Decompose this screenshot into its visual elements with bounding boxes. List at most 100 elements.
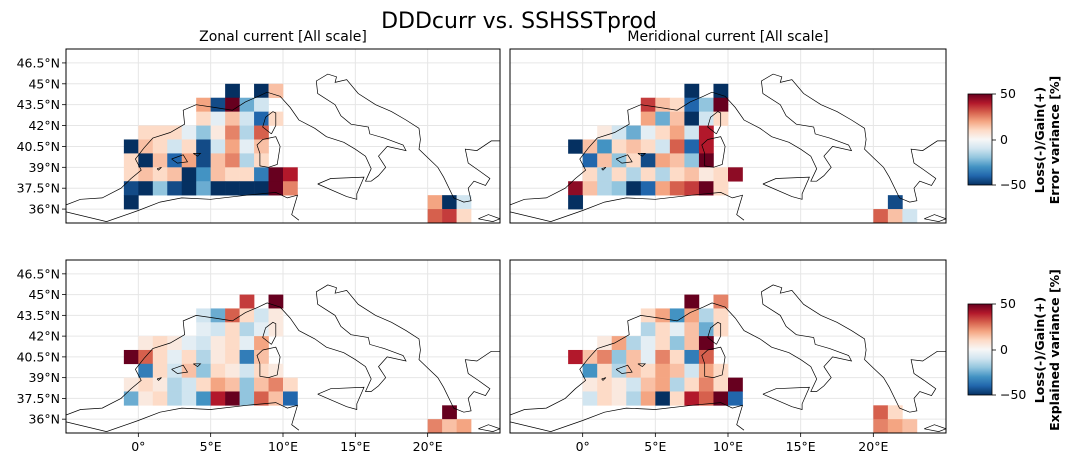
heatmap-cell [196, 336, 211, 351]
heatmap-cell [640, 97, 656, 112]
heatmap-cell [239, 294, 255, 309]
heatmap-cell [698, 125, 714, 140]
heatmap-cell [254, 377, 269, 392]
heatmap-cell [138, 377, 154, 392]
heatmap-cell [225, 111, 240, 126]
heatmap-cell [427, 419, 443, 433]
coastline-segment [601, 377, 607, 381]
heatmap-cell [196, 308, 211, 323]
panel-zonal-explained [65, 259, 501, 434]
heatmap-cell [698, 363, 714, 378]
heatmap-cell [568, 139, 583, 154]
heatmap-cell [611, 336, 627, 351]
coastline-segment [262, 321, 277, 345]
coastline-segment [66, 402, 300, 432]
colorbar-error-tick-min: −50 [1000, 177, 1026, 192]
heatmap-cell [669, 363, 685, 378]
heatmap-cell [597, 349, 613, 365]
heatmap-cell [669, 125, 685, 140]
coastline-segment [510, 192, 745, 222]
coastline-segment [762, 386, 810, 410]
heatmap-cell [655, 139, 671, 154]
heatmap-cell [123, 167, 139, 182]
panel-meridional-explained [509, 259, 947, 434]
heatmap-cell [597, 139, 613, 154]
heatmap-cell [254, 97, 269, 112]
heatmap-cell [684, 97, 700, 112]
heatmap-cell [427, 195, 443, 210]
heatmap-cell [713, 167, 729, 182]
heatmap-cell [655, 377, 671, 392]
heatmap-cell [887, 195, 903, 210]
heatmap-cell [283, 167, 298, 182]
colorbar-error-tick-max: 50 [1000, 86, 1016, 101]
heatmap-cell [210, 167, 226, 182]
lon-tick-label: 15°E [786, 439, 816, 454]
heatmap-cell [239, 181, 255, 196]
heatmap-cell [698, 153, 714, 168]
heatmap-cell [123, 391, 139, 406]
lon-tick-label: 5°E [644, 439, 666, 454]
heatmap-cell [611, 181, 627, 196]
heatmap-cell [254, 349, 269, 365]
heatmap-cell [254, 363, 269, 378]
heatmap-cell [684, 308, 700, 323]
heatmap-cell [640, 322, 656, 337]
heatmap-cell [698, 181, 714, 196]
heatmap-cell [611, 377, 627, 392]
heatmap-cell [167, 139, 183, 154]
heatmap-cell [152, 336, 168, 351]
heatmap-cell [225, 153, 240, 168]
heatmap-cell [597, 363, 613, 378]
heatmap-cell [152, 391, 168, 406]
heatmap-cell [225, 308, 240, 323]
lat-tick-label: 36°N [28, 202, 60, 217]
colorbar-error-label-line2: Error variance [%] [1047, 76, 1062, 205]
heatmap-cell [196, 139, 211, 154]
coastline [510, 73, 946, 222]
heatmap-cell [669, 349, 685, 365]
heatmap-cell [239, 336, 255, 351]
heatmap-cell [582, 139, 598, 154]
heatmap-cell [167, 181, 183, 196]
coastline-segment [171, 364, 189, 374]
lat-tick-label: 46.5°N [17, 266, 60, 281]
heatmap-cell [442, 223, 457, 237]
heatmap-cell [684, 167, 700, 182]
coastline-segment [66, 73, 500, 206]
heatmap-cell [698, 97, 714, 112]
colorbar-error-gradient [967, 93, 993, 186]
heatmap-cell [167, 391, 183, 406]
heatmap-cell [196, 153, 211, 168]
colorbar-explained-label-line2: Explained variance [%] [1047, 269, 1062, 431]
heatmap-cell [582, 391, 598, 406]
heatmap-cell [239, 377, 255, 392]
heatmap-cell [640, 181, 656, 196]
heatmap-cell [728, 377, 743, 392]
colorbar-explained-tick-min: −50 [1000, 387, 1026, 402]
heatmap-cell [626, 363, 642, 378]
heatmap-cell [254, 153, 269, 168]
colorbar-explained: 50 0 −50 Loss(-)/Gain(+) Explained varia… [967, 269, 1062, 431]
heatmap-cell [597, 153, 613, 168]
heatmap-cell [210, 153, 226, 168]
coastline-segment [193, 153, 202, 157]
heatmap-cell [225, 391, 240, 406]
lat-tick-label: 40.5°N [17, 139, 60, 154]
heatmap-cell [225, 83, 240, 99]
heatmap-cell [611, 349, 627, 365]
heatmap-cell [698, 336, 714, 351]
heatmap-cell [152, 167, 168, 182]
lon-tick-label: 5°E [200, 439, 222, 454]
coastline-segment [510, 402, 745, 432]
heatmap-cell [196, 125, 211, 140]
coastline-segment [707, 111, 722, 135]
y-axis-top: 46.5°N 45°N 43.5°N 42°N 40.5°N 39°N 37.5°N 36°N [17, 55, 66, 217]
heatmap-cell [225, 322, 240, 337]
heatmap-cell [457, 223, 472, 237]
heatmap-cell [597, 167, 613, 182]
lon-tick-label: 10°E [268, 439, 298, 454]
heatmap-cell [442, 209, 457, 223]
heatmap-cell [611, 125, 627, 140]
heatmap-cell [210, 349, 226, 365]
